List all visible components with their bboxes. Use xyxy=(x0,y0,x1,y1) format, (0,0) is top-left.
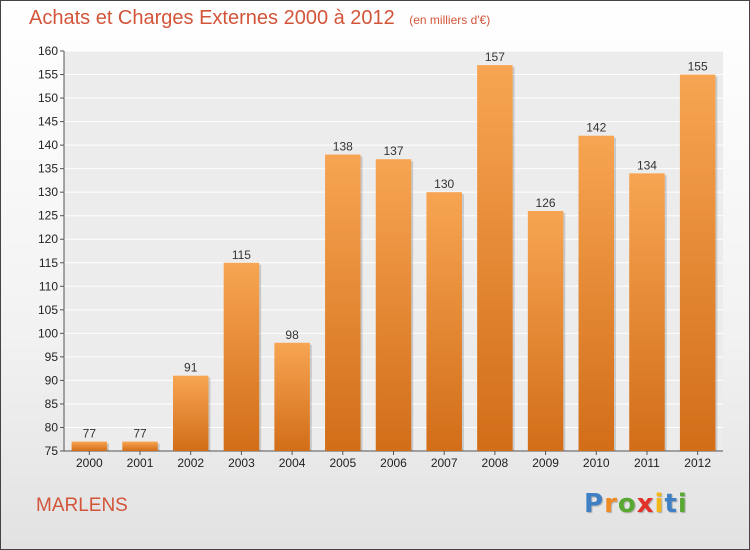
bar xyxy=(527,211,564,451)
logo-letter: x xyxy=(636,489,655,519)
y-tick-label: 135 xyxy=(38,162,58,176)
data-label: 98 xyxy=(285,328,299,342)
y-tick-label: 120 xyxy=(38,232,58,246)
x-tick-label: 2005 xyxy=(329,456,356,470)
y-tick-label: 145 xyxy=(38,115,58,129)
x-tick-label: 2012 xyxy=(684,456,711,470)
x-tick-label: 2008 xyxy=(482,456,509,470)
x-tick-label: 2002 xyxy=(177,456,204,470)
data-label: 138 xyxy=(333,140,353,154)
proxiti-logo: Proxiti xyxy=(584,489,688,519)
bar xyxy=(223,262,260,451)
y-tick-label: 110 xyxy=(39,279,58,293)
commune-name: MARLENS xyxy=(36,495,128,516)
x-tick-label: 2011 xyxy=(634,456,660,470)
bar xyxy=(71,441,108,451)
data-label: 130 xyxy=(434,177,454,191)
data-label: 115 xyxy=(232,248,251,262)
data-label: 134 xyxy=(637,158,657,172)
x-tick-label: 2006 xyxy=(380,456,407,470)
y-tick-label: 130 xyxy=(38,185,58,199)
y-tick-label: 90 xyxy=(45,373,59,387)
y-tick-label: 85 xyxy=(45,397,59,411)
logo-letter: i xyxy=(654,489,665,519)
data-label: 126 xyxy=(536,196,556,210)
logo-letter: t xyxy=(664,489,678,519)
y-tick-label: 100 xyxy=(38,326,58,340)
y-tick-label: 80 xyxy=(45,420,59,434)
y-tick-label: 160 xyxy=(38,44,58,58)
chart-unit: (en milliers d'€) xyxy=(409,13,491,27)
x-tick-label: 2001 xyxy=(127,456,154,470)
y-tick-label: 140 xyxy=(38,138,58,152)
bar xyxy=(172,375,209,451)
bar xyxy=(426,192,462,452)
y-tick-label: 150 xyxy=(38,91,58,105)
y-tick-label: 125 xyxy=(38,209,58,223)
title-row: Achats et Charges Externes 2000 à 2012 (… xyxy=(29,7,490,30)
y-tick-label: 115 xyxy=(39,256,58,270)
data-label: 91 xyxy=(184,361,198,375)
logo-letter: P xyxy=(584,489,605,519)
y-tick-label: 95 xyxy=(45,350,59,364)
data-label: 77 xyxy=(133,427,147,441)
y-tick-label: 155 xyxy=(38,68,58,82)
bar xyxy=(629,173,665,451)
y-tick-label: 105 xyxy=(38,303,58,317)
y-tick-label: 75 xyxy=(45,444,59,458)
bar xyxy=(274,342,310,451)
chart-title: Achats et Charges Externes 2000 à 2012 xyxy=(29,7,395,29)
x-tick-label: 2007 xyxy=(431,456,458,470)
logo-letter: o xyxy=(617,489,637,519)
bar xyxy=(375,159,412,451)
data-label: 155 xyxy=(688,60,708,74)
data-label: 137 xyxy=(383,144,403,158)
x-tick-label: 2000 xyxy=(76,456,103,470)
x-tick-label: 2009 xyxy=(532,456,559,470)
data-label: 77 xyxy=(83,427,97,441)
x-tick-label: 2003 xyxy=(228,456,255,470)
logo-letter: r xyxy=(604,489,618,519)
bar xyxy=(679,74,716,451)
bar xyxy=(578,135,615,452)
data-label: 142 xyxy=(586,121,606,135)
bar xyxy=(325,154,361,451)
x-tick-label: 2010 xyxy=(583,456,610,470)
bar xyxy=(477,65,513,451)
logo-letter: i xyxy=(677,489,688,519)
x-tick-label: 2004 xyxy=(279,456,306,470)
data-label: 157 xyxy=(485,50,505,64)
bar xyxy=(122,441,158,451)
